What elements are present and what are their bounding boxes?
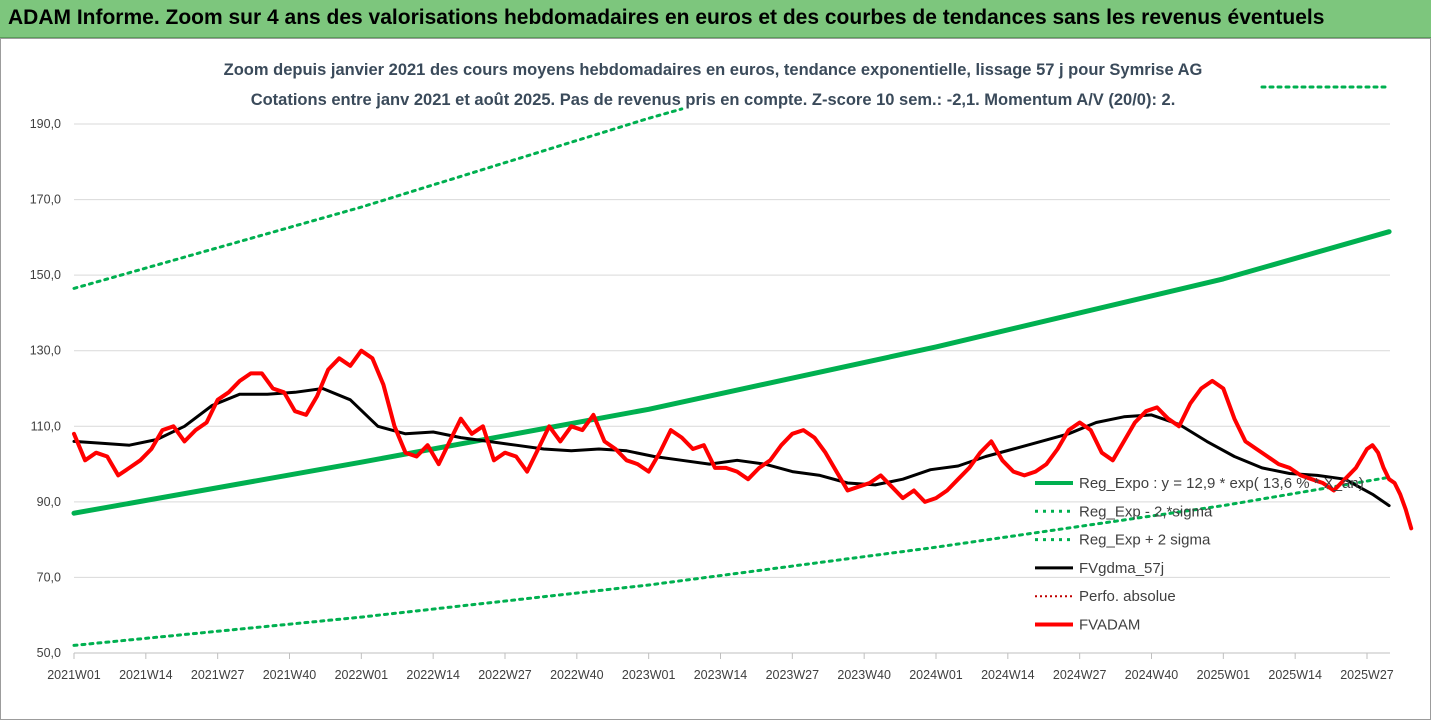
x-axis-ticks: 2021W01 2021W14 2021W27 2021W40 2022W01 2022W… xyxy=(47,652,1394,682)
x-tick-label: 2025W14 xyxy=(1268,668,1322,682)
x-tick-label: 2023W40 xyxy=(837,668,891,682)
chart-title-line1: Zoom depuis janvier 2021 des cours moyen… xyxy=(224,61,1203,79)
y-axis-ticks: 50,0 70,0 90,0 110,0 130,0 150,0 170,0 190,0 xyxy=(30,117,61,660)
x-tick-label: 2024W14 xyxy=(981,668,1035,682)
legend-label: Perfo. absolue xyxy=(1079,588,1176,605)
x-tick-label: 2024W40 xyxy=(1125,668,1179,682)
legend-label: Reg_Exp - 2,*sigma xyxy=(1079,503,1213,520)
y-tick-label: 110,0 xyxy=(31,419,61,433)
series-layer xyxy=(71,85,1414,647)
x-tick-label: 2025W27 xyxy=(1340,668,1394,682)
x-tick-label: 2025W01 xyxy=(1197,668,1251,682)
x-tick-label: 2022W01 xyxy=(335,668,389,682)
grid-layer xyxy=(74,123,1390,654)
series-reg-exp-2-sigma xyxy=(72,475,1391,647)
banner: ADAM Informe. Zoom sur 4 ans des valoris… xyxy=(0,0,1431,38)
y-tick-label: 150,0 xyxy=(30,268,61,282)
x-tick-label: 2021W27 xyxy=(191,668,245,682)
banner-title: ADAM Informe. Zoom sur 4 ans des valoris… xyxy=(8,6,1325,29)
x-tick-label: 2023W14 xyxy=(694,668,748,682)
x-tick-label: 2023W27 xyxy=(766,668,820,682)
legend: Reg_Expo : y = 12,9 * exp( 13,6 % * X_an… xyxy=(1035,475,1364,634)
x-tick-label: 2024W01 xyxy=(909,668,963,682)
chart-title-line2: Cotations entre janv 2021 et août 2025. … xyxy=(251,91,1176,109)
x-tick-label: 2022W40 xyxy=(550,668,604,682)
y-tick-label: 70,0 xyxy=(37,570,61,584)
chart: 50,0 70,0 90,0 110,0 130,0 150,0 170,0 190,0 20… xyxy=(30,61,1414,682)
y-tick-label: 190,0 xyxy=(30,117,61,131)
x-tick-label: 2022W27 xyxy=(478,668,532,682)
x-tick-label: 2022W14 xyxy=(406,668,460,682)
x-tick-label: 2023W01 xyxy=(622,668,676,682)
series-fvadam xyxy=(72,348,1414,531)
legend-label: Reg_Expo : y = 12,9 * exp( 13,6 % * X_an… xyxy=(1079,475,1364,492)
y-tick-label: 130,0 xyxy=(30,344,61,358)
x-tick-label: 2024W27 xyxy=(1053,668,1107,682)
y-tick-label: 170,0 xyxy=(30,193,61,207)
y-tick-label: 90,0 xyxy=(37,495,61,509)
x-tick-label: 2021W40 xyxy=(263,668,317,682)
y-tick-label: 50,0 xyxy=(37,646,61,660)
chart-area: 50,0 70,0 90,0 110,0 130,0 150,0 170,0 190,0 20… xyxy=(0,38,1431,720)
x-tick-label: 2021W14 xyxy=(119,668,173,682)
legend-label: FVADAM xyxy=(1079,617,1140,634)
legend-label: Reg_Exp + 2 sigma xyxy=(1079,532,1211,549)
series-reg-exp-2-sigma xyxy=(72,107,684,290)
series-reg-expo-y-12-9-exp-13-6-x-an xyxy=(71,229,1392,516)
legend-label: FVgdma_57j xyxy=(1079,560,1164,577)
x-tick-label: 2021W01 xyxy=(47,668,101,682)
